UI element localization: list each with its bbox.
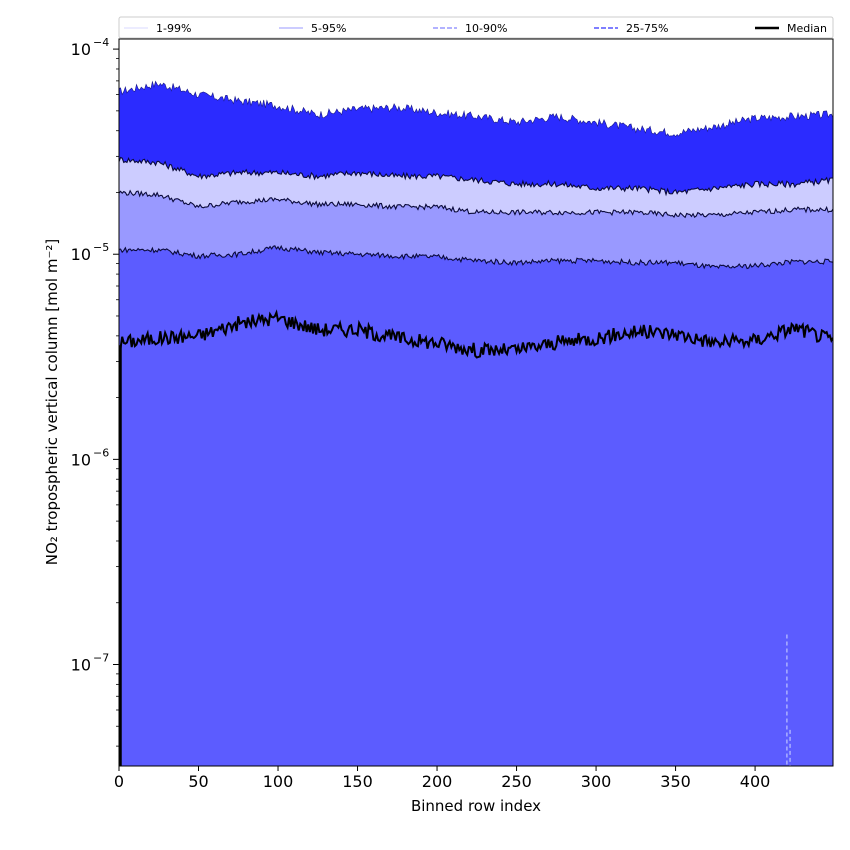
y-tick-label: 10 [71, 40, 91, 59]
legend: 1-99% 5-95% 10-90% 25-75% Median [118, 16, 834, 39]
legend-box [118, 16, 834, 39]
y-tick-label: 10 [71, 655, 91, 674]
legend-label: 1-99% [156, 22, 191, 35]
y-tick-exponent: −6 [93, 446, 109, 459]
legend-label: 10-90% [465, 22, 507, 35]
y-tick-label: 10 [71, 245, 91, 264]
median-line [119, 309, 833, 359]
y-tick-label: 10 [71, 450, 91, 469]
legend-label: 5-95% [311, 22, 346, 35]
x-tick-label: 350 [660, 772, 691, 791]
x-axis: 0 50 100 150 200 250 300 350 400 [114, 766, 770, 791]
legend-label: 25-75% [626, 22, 668, 35]
y-axis-label: NO₂ tropospheric vertical column [mol m⁻… [43, 239, 61, 565]
x-tick-label: 200 [422, 772, 453, 791]
y-tick-exponent: −4 [93, 36, 109, 49]
band-1-99-upper-line [119, 80, 833, 138]
y-tick-exponent: −5 [93, 241, 109, 254]
y-axis: 10−410−510−610−7 [71, 36, 119, 747]
x-tick-label: 100 [263, 772, 294, 791]
band-25-75-fill [119, 245, 833, 766]
y-tick-exponent: −7 [93, 651, 109, 664]
legend-label: Median [787, 22, 827, 35]
plot-area [119, 80, 833, 766]
x-tick-label: 0 [114, 772, 124, 791]
plot-frame [118, 38, 834, 767]
x-tick-label: 250 [501, 772, 532, 791]
band-25-75-upper-line [119, 244, 833, 270]
band-10-90-upper-line [119, 189, 833, 219]
x-tick-label: 50 [188, 772, 208, 791]
x-tick-label: 400 [740, 772, 771, 791]
x-axis-label: Binned row index [411, 797, 541, 815]
band-5-95-upper-line [119, 156, 833, 197]
x-tick-label: 300 [581, 772, 612, 791]
x-tick-label: 150 [342, 772, 373, 791]
